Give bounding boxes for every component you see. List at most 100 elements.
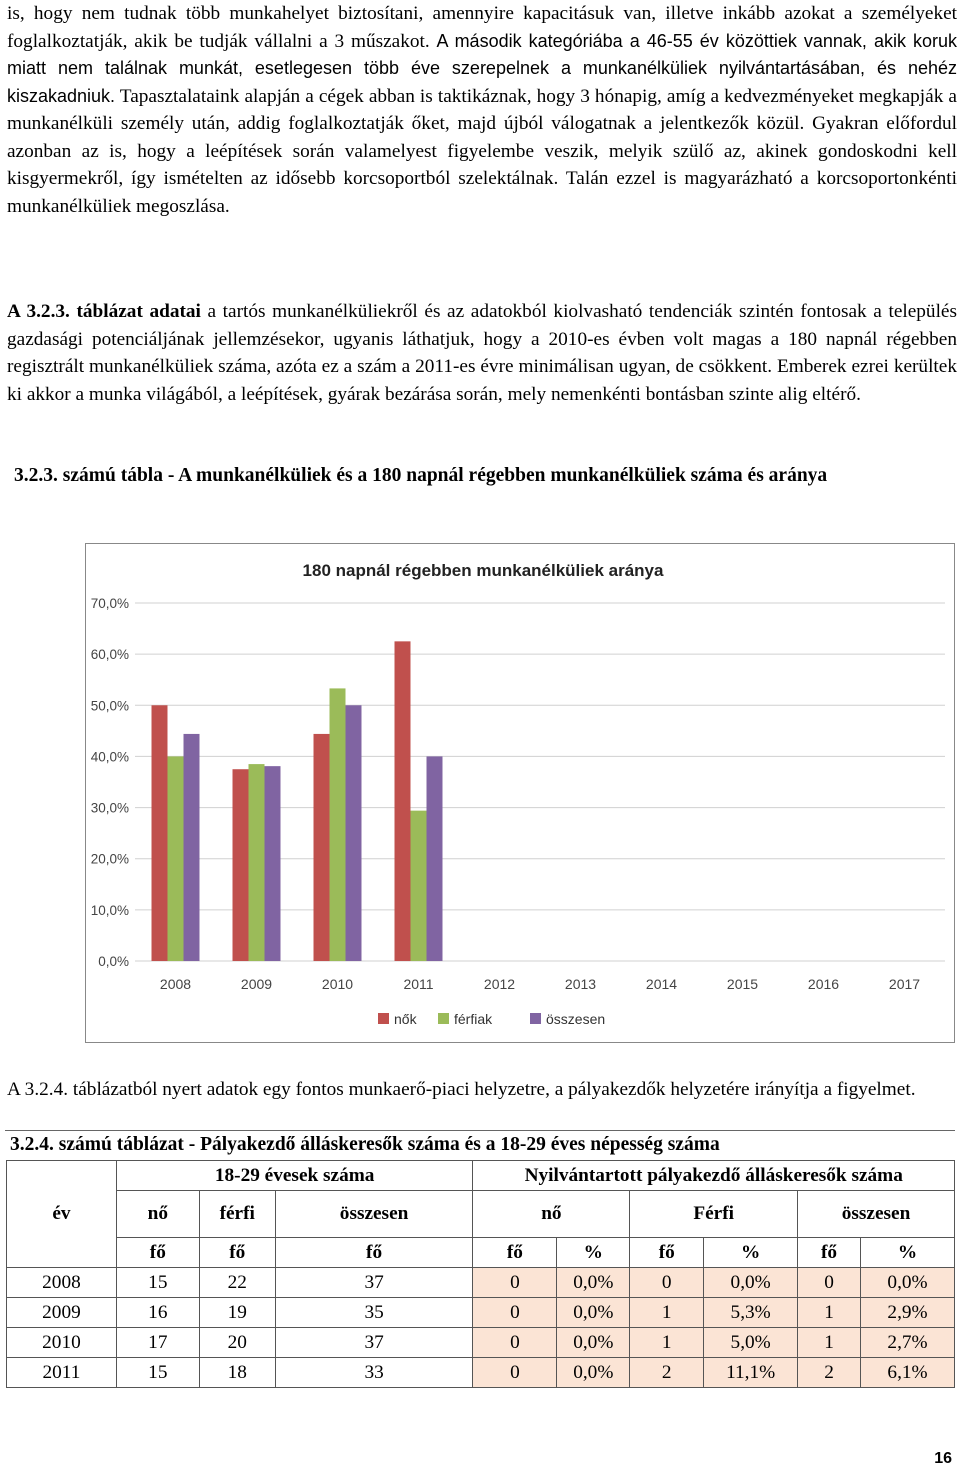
chart-heading: 3.2.3. számú tábla - A munkanélküliek és… — [14, 465, 828, 486]
x-tick-label: 2008 — [160, 976, 191, 992]
table-description-paragraph: A 3.2.3. táblázat adatai a tartós munkan… — [7, 298, 957, 408]
bar-férfiak-2011 — [410, 810, 427, 961]
table-row: 2009 16 19 35 0 0,0% 1 5,3% 1 2,9% — [6, 1297, 955, 1328]
cell: 5,3% — [703, 1297, 799, 1328]
header-total: összesen — [274, 1190, 474, 1238]
table-row: 2011 15 18 33 0 0,0% 2 11,1% 2 6,1% — [6, 1357, 955, 1388]
chart-border — [85, 543, 955, 1043]
bar-férfiak-2008 — [167, 756, 184, 961]
cell: 16 — [115, 1297, 200, 1328]
unit-cell: fő — [797, 1237, 862, 1268]
bar-férfiak-2010 — [329, 688, 346, 961]
y-tick-label: 10,0% — [91, 903, 129, 918]
header-total-jobseekers: összesen — [797, 1190, 955, 1238]
intro-text-4: Gyakran előfordul azonban az is, hogy a … — [7, 113, 957, 217]
y-tick-label: 40,0% — [91, 749, 129, 764]
cell: 20 — [198, 1327, 276, 1358]
bar-összesen-2009 — [264, 766, 281, 961]
unit-cell: fő — [629, 1237, 705, 1268]
cell: 0,0% — [860, 1267, 955, 1298]
cell: 1 — [797, 1297, 862, 1328]
cell: 15 — [115, 1267, 200, 1298]
table-row: 2008 15 22 37 0 0,0% 0 0,0% 0 0,0% — [6, 1267, 955, 1298]
cell: 2,7% — [860, 1327, 955, 1358]
cell: 2 — [797, 1357, 862, 1388]
cell: 22 — [198, 1267, 276, 1298]
legend-swatch — [438, 1013, 449, 1024]
cell: 1 — [629, 1327, 705, 1358]
cell: 37 — [274, 1267, 474, 1298]
table-title: 3.2.4. számú táblázat - Pályakezdő állás… — [10, 1134, 720, 1155]
cell: 0,0% — [556, 1357, 631, 1388]
x-tick-label: 2014 — [646, 976, 677, 992]
intro-text-3: Tapasztalataink alapján a cégek abban is… — [7, 85, 957, 135]
unit-cell: % — [703, 1237, 799, 1268]
cell: 1 — [629, 1297, 705, 1328]
cell: 2010 — [6, 1327, 117, 1358]
y-tick-label: 20,0% — [91, 852, 129, 867]
bar-férfiak-2009 — [248, 764, 265, 961]
header-year: év — [6, 1160, 117, 1268]
header-male: férfi — [198, 1190, 276, 1238]
unit-cell: fő — [198, 1237, 276, 1268]
y-tick-label: 50,0% — [91, 698, 129, 713]
cell: 2,9% — [860, 1297, 955, 1328]
unit-cell: % — [556, 1237, 631, 1268]
legend-swatch — [378, 1013, 389, 1024]
divider — [5, 1130, 955, 1131]
bar-nők-2008 — [151, 705, 168, 961]
intro-paragraph: is, hogy nem tudnak több munkahelyet biz… — [7, 0, 957, 220]
bar-nők-2011 — [394, 641, 411, 961]
unit-cell: fő — [274, 1237, 474, 1268]
x-tick-label: 2017 — [889, 976, 920, 992]
y-tick-label: 0,0% — [98, 954, 129, 969]
legend-swatch — [530, 1013, 541, 1024]
unit-cell: fő — [115, 1237, 200, 1268]
x-tick-label: 2012 — [484, 976, 515, 992]
table-reference: A 3.2.3. táblázat adatai — [7, 301, 201, 322]
header-male-jobseekers: Férfi — [629, 1190, 799, 1238]
cell: 2 — [629, 1357, 705, 1388]
bar-nők-2009 — [232, 769, 249, 961]
cell: 0 — [629, 1267, 705, 1298]
cell: 5,0% — [703, 1327, 799, 1358]
legend-label: összesen — [546, 1011, 605, 1027]
cell: 0 — [797, 1267, 862, 1298]
header-group-population: 18-29 évesek száma — [115, 1160, 474, 1191]
x-tick-label: 2011 — [403, 976, 433, 992]
cell: 1 — [797, 1327, 862, 1358]
page-number: 16 — [934, 1450, 952, 1467]
y-tick-label: 70,0% — [91, 596, 129, 611]
x-tick-label: 2010 — [322, 976, 353, 992]
cell: 0 — [472, 1297, 558, 1328]
chart-title: 180 napnál régebben munkanélküliek arány… — [303, 561, 664, 580]
intro-text-2: A második kategóriába a 46-55 év közötti… — [7, 30, 957, 106]
y-tick-label: 30,0% — [91, 801, 129, 816]
cell: 2009 — [6, 1297, 117, 1328]
cell: 0,0% — [556, 1327, 631, 1358]
cell: 2008 — [6, 1267, 117, 1298]
data-table: év 18-29 évesek száma Nyilvántartott pál… — [6, 1160, 955, 1388]
x-tick-label: 2015 — [727, 976, 758, 992]
table-row: 2010 17 20 37 0 0,0% 1 5,0% 1 2,7% — [6, 1327, 955, 1358]
cell: 33 — [274, 1357, 474, 1388]
cell: 19 — [198, 1297, 276, 1328]
description-text-1: a tartós munkanélküliekről és az adatokb… — [7, 301, 957, 377]
unit-cell: fő — [472, 1237, 558, 1268]
cell: 0 — [472, 1327, 558, 1358]
cell: 17 — [115, 1327, 200, 1358]
bar-összesen-2008 — [183, 733, 200, 961]
cell: 0,0% — [556, 1267, 631, 1298]
legend-label: nők — [394, 1011, 418, 1027]
header-female-jobseekers: nő — [472, 1190, 631, 1238]
bar-összesen-2011 — [426, 756, 443, 961]
cell: 6,1% — [860, 1357, 955, 1388]
cell: 0 — [472, 1357, 558, 1388]
cell: 15 — [115, 1357, 200, 1388]
cell: 2011 — [6, 1357, 117, 1388]
cell: 35 — [274, 1297, 474, 1328]
header-group-jobseekers: Nyilvántartott pályakezdő álláskeresők s… — [472, 1160, 955, 1191]
x-tick-label: 2016 — [808, 976, 839, 992]
x-tick-label: 2009 — [241, 976, 272, 992]
unit-cell: % — [860, 1237, 955, 1268]
